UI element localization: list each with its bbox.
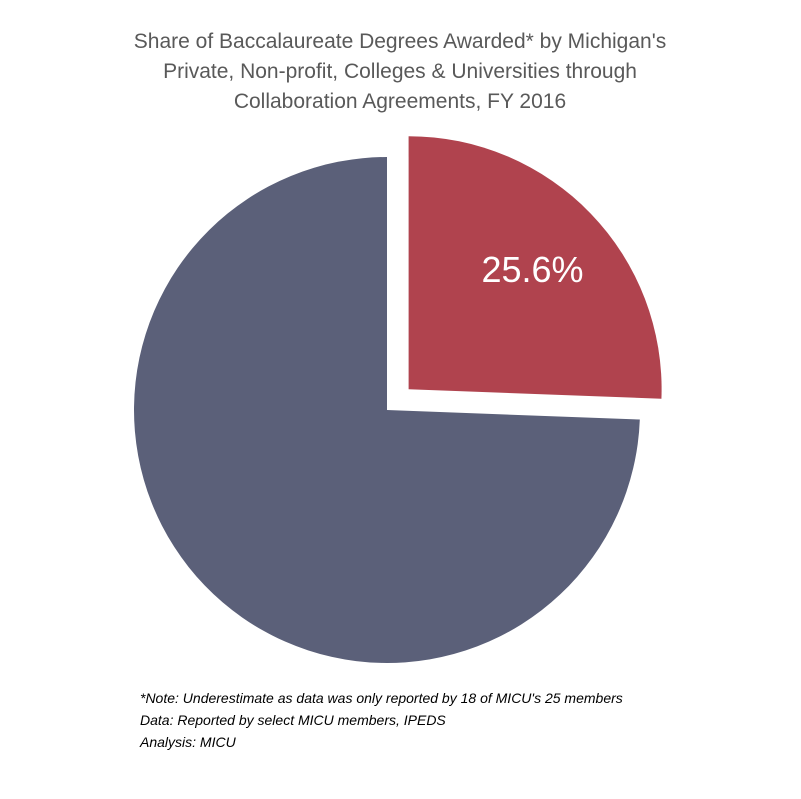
footnote: Data: Reported by select MICU members, I… — [140, 712, 446, 728]
chart-title: Share of Baccalaureate Degrees Awarded* … — [134, 30, 666, 53]
chart-title: Collaboration Agreements, FY 2016 — [234, 90, 566, 113]
chart-title: Private, Non-profit, Colleges & Universi… — [163, 60, 637, 83]
pie-slice — [134, 157, 640, 664]
footnote: Analysis: MICU — [139, 734, 237, 750]
value-label: 25.6% — [481, 249, 583, 290]
footnote: *Note: Underestimate as data was only re… — [140, 690, 623, 706]
pie-slice — [408, 136, 662, 399]
